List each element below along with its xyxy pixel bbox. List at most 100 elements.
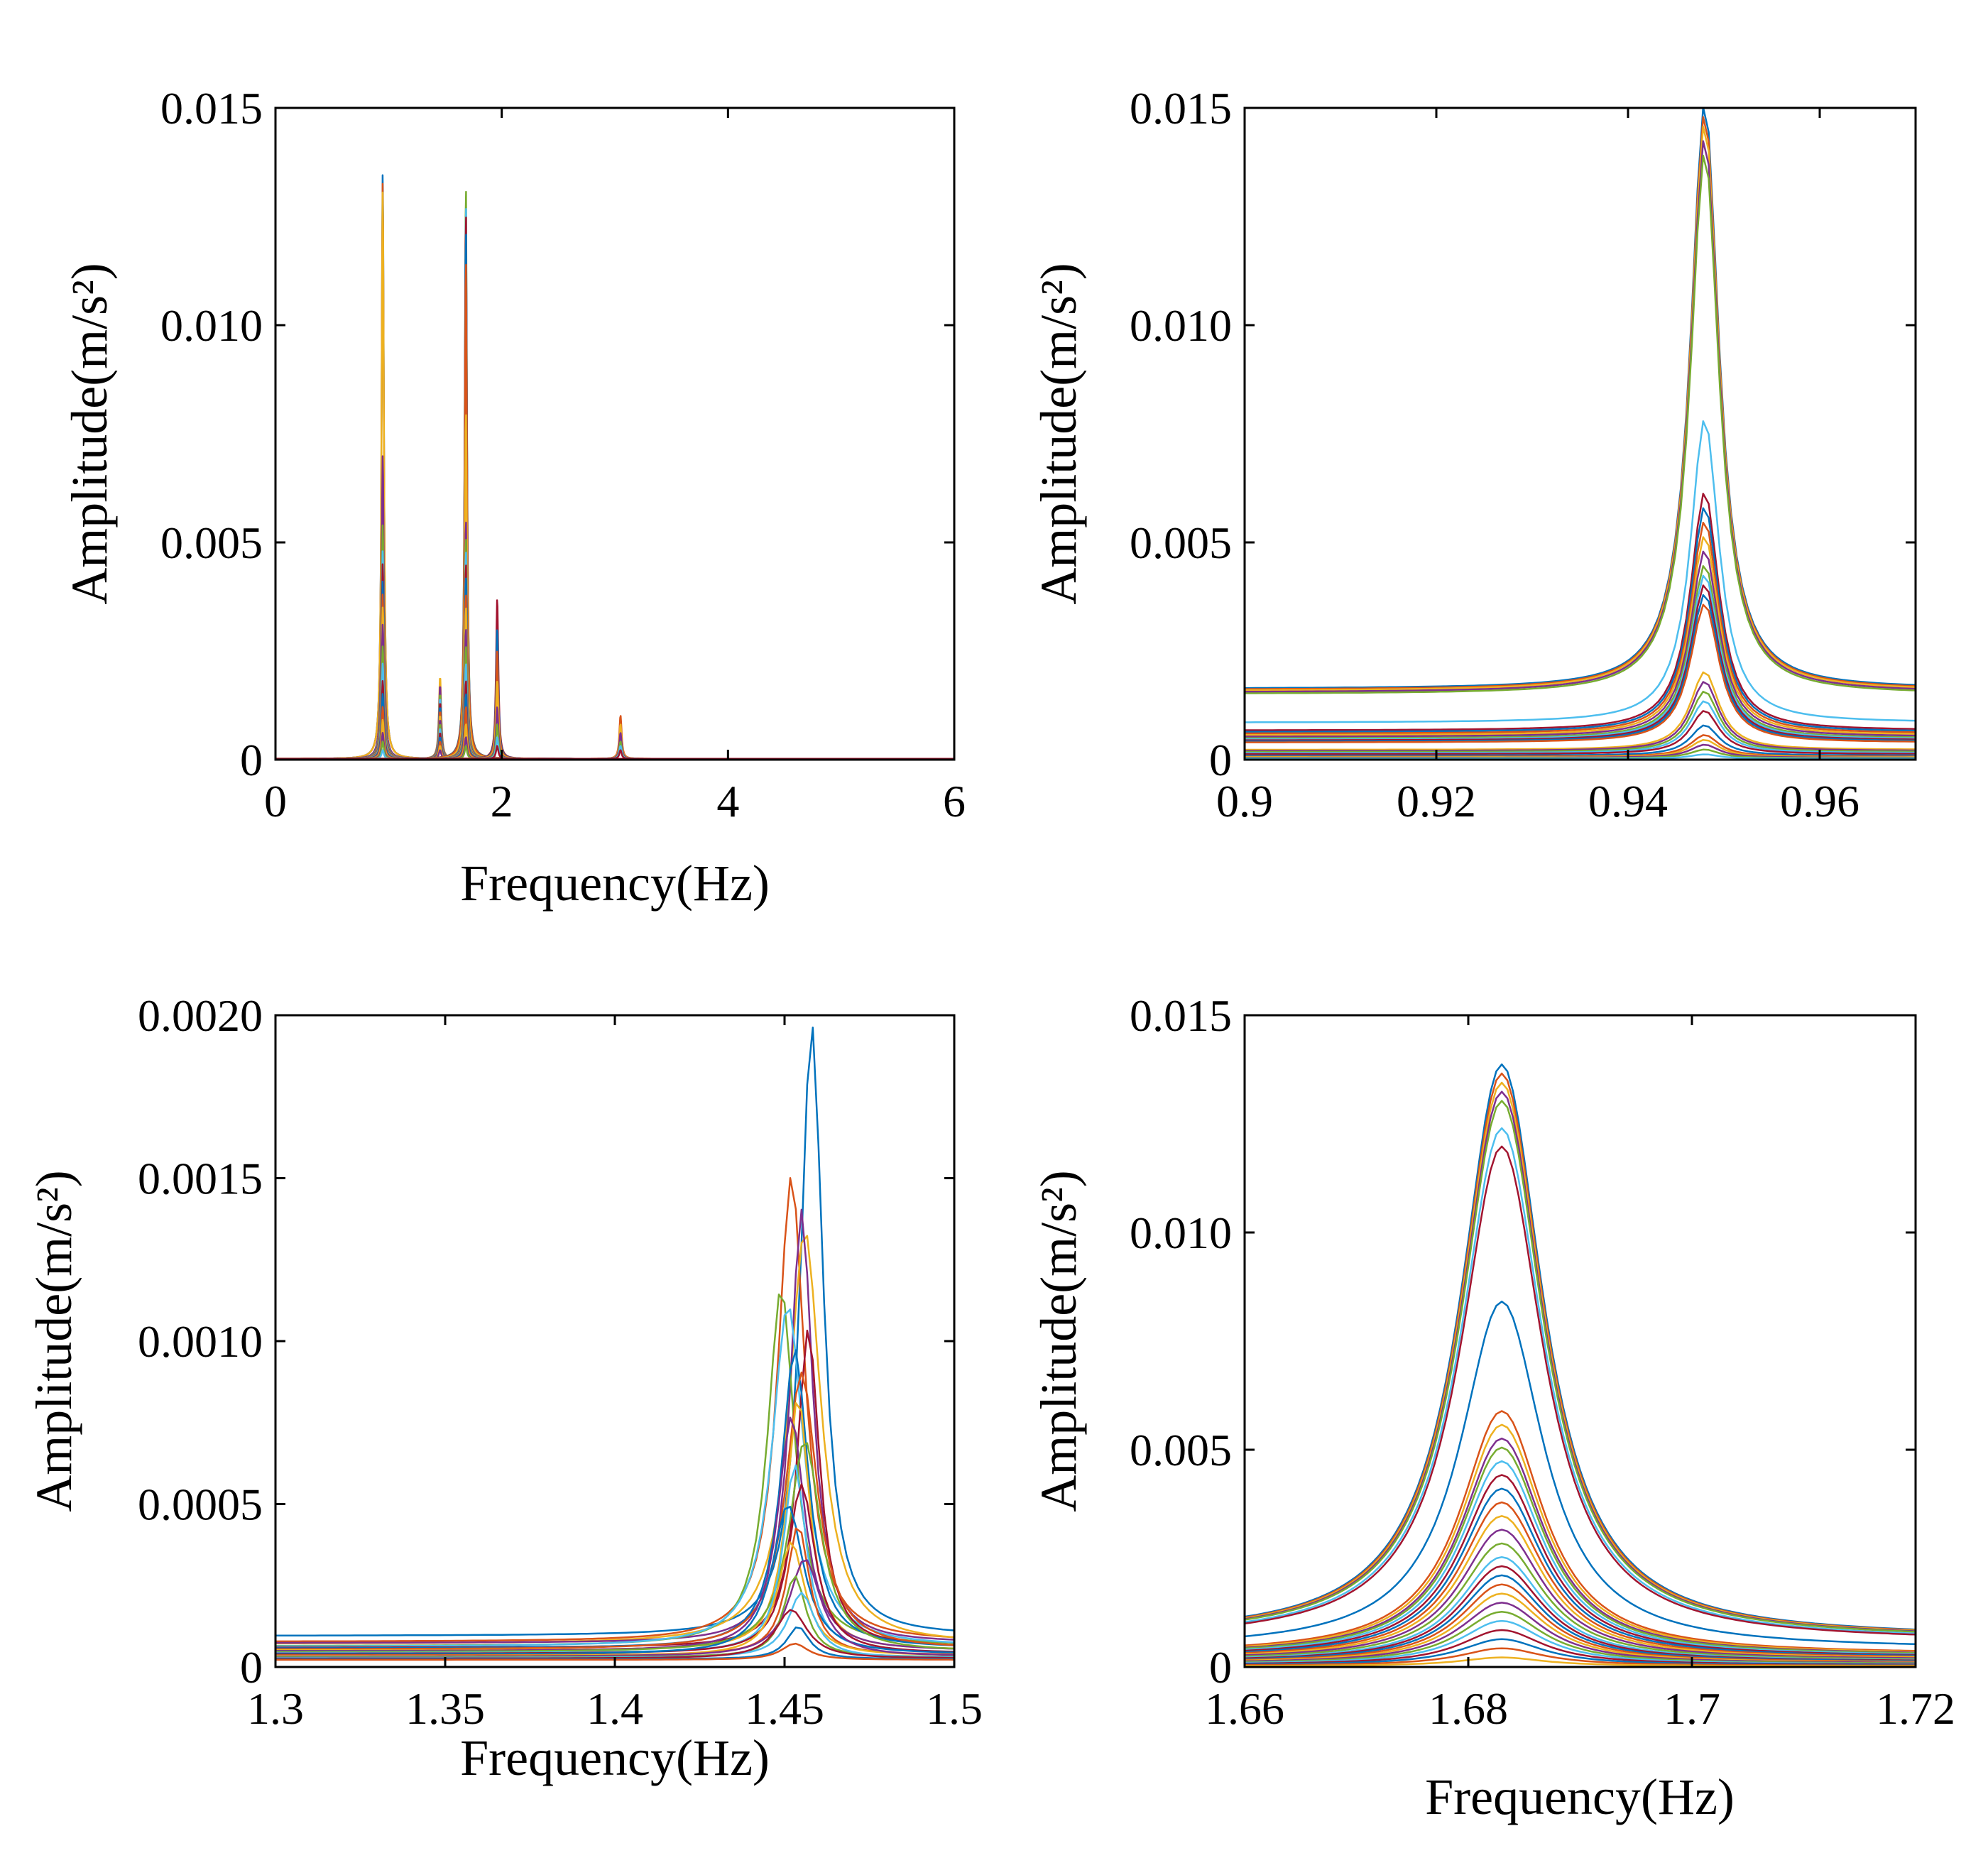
series-line bbox=[1245, 690, 1916, 753]
series-line bbox=[1245, 710, 1916, 755]
series-line bbox=[1245, 116, 1916, 690]
y-tick-label: 0.015 bbox=[1130, 83, 1232, 133]
series-line bbox=[275, 1027, 954, 1637]
y-tick-label: 0.0010 bbox=[138, 1316, 263, 1367]
series-line bbox=[1245, 521, 1916, 735]
series-group bbox=[1245, 1063, 1916, 1667]
series-line bbox=[1245, 536, 1916, 736]
series-line bbox=[1245, 154, 1916, 694]
y-tick-label: 0 bbox=[240, 735, 263, 785]
series-line bbox=[1245, 1145, 1916, 1636]
y-tick-label: 0.0015 bbox=[138, 1154, 263, 1204]
series-line bbox=[1245, 1100, 1916, 1633]
x-tick-label: 6 bbox=[943, 776, 966, 826]
x-tick-label: 1.68 bbox=[1429, 1683, 1508, 1734]
series-line bbox=[1245, 108, 1916, 689]
tick-marks bbox=[1243, 106, 1916, 761]
series-line bbox=[1245, 671, 1916, 751]
series-line bbox=[1245, 603, 1916, 743]
series-line bbox=[275, 1308, 954, 1648]
series-line bbox=[1245, 140, 1916, 693]
y-axis-label: Amplitude(m/s²) bbox=[1030, 263, 1087, 605]
y-tick-label: 0.010 bbox=[1130, 300, 1232, 351]
x-tick-label: 1.45 bbox=[745, 1683, 824, 1734]
y-tick-label: 0.005 bbox=[1130, 518, 1232, 568]
x-tick-labels: 0 2 4 6 bbox=[264, 776, 966, 826]
y-tick-label: 0.0005 bbox=[138, 1480, 263, 1530]
x-tick-label: 2 bbox=[491, 776, 513, 826]
y-tick-label: 0 bbox=[1209, 1642, 1232, 1693]
x-axis-label: Frequency(Hz) bbox=[460, 855, 770, 912]
series-line bbox=[1245, 1460, 1916, 1655]
series-line bbox=[1245, 1656, 1916, 1667]
y-axis-label: Amplitude(m/s²) bbox=[1030, 1170, 1087, 1512]
x-tick-label: 0.96 bbox=[1780, 776, 1859, 826]
y-tick-label: 0.010 bbox=[160, 300, 263, 351]
series-line bbox=[275, 1505, 954, 1656]
y-tick-label: 0.0020 bbox=[138, 990, 263, 1041]
series-line bbox=[1245, 594, 1916, 743]
series-line bbox=[1245, 1410, 1916, 1652]
series-line bbox=[1245, 1542, 1916, 1660]
x-axis-label: Frequency(Hz) bbox=[460, 1729, 770, 1786]
series-group bbox=[1245, 108, 1916, 760]
series-line bbox=[1245, 1301, 1916, 1646]
tick-marks bbox=[274, 106, 956, 761]
tick-marks bbox=[274, 1014, 956, 1668]
x-tick-label: 1.66 bbox=[1205, 1683, 1284, 1734]
series-line bbox=[1245, 574, 1916, 740]
tick-marks bbox=[1243, 1014, 1917, 1668]
series-line bbox=[1245, 565, 1916, 739]
series-line bbox=[1245, 420, 1916, 723]
x-axis-label: Frequency(Hz) bbox=[1425, 1769, 1735, 1825]
series-line bbox=[1245, 1529, 1916, 1659]
series-line bbox=[275, 1371, 954, 1650]
series-line bbox=[1245, 550, 1916, 738]
x-tick-labels: 1.3 1.35 1.4 1.45 1.5 bbox=[247, 1683, 983, 1734]
x-tick-labels: 0.9 0.92 0.94 0.96 bbox=[1216, 776, 1859, 826]
series-line bbox=[1245, 1487, 1916, 1657]
x-tick-label: 1.35 bbox=[405, 1683, 485, 1734]
y-axis-label: Amplitude(m/s²) bbox=[26, 1170, 82, 1512]
series-line bbox=[1245, 1515, 1916, 1658]
y-tick-label: 0.015 bbox=[1130, 990, 1232, 1041]
x-tick-label: 4 bbox=[716, 776, 739, 826]
x-tick-label: 1.5 bbox=[926, 1683, 983, 1734]
series-line bbox=[1245, 584, 1916, 741]
series-line bbox=[1245, 1127, 1916, 1635]
x-tick-label: 1.72 bbox=[1876, 1683, 1955, 1734]
series-line bbox=[1245, 126, 1916, 691]
x-tick-label: 0.92 bbox=[1397, 776, 1476, 826]
series-line bbox=[1245, 1501, 1916, 1658]
x-tick-label: 1.7 bbox=[1664, 1683, 1720, 1734]
panel-top-left: 0 2 4 6 0 0.005 0.010 0.015 Frequency(Hz) Ampl… bbox=[61, 83, 966, 912]
series-line bbox=[1245, 681, 1916, 752]
series-line bbox=[1245, 1423, 1916, 1653]
y-tick-label: 0.005 bbox=[1130, 1425, 1232, 1475]
panel-bottom-left: 1.3 1.35 1.4 1.45 1.5 0 0.0005 0.0010 0.0015 0.0… bbox=[26, 990, 983, 1786]
series-line bbox=[1245, 724, 1916, 757]
y-tick-label: 0.015 bbox=[160, 83, 263, 133]
axes-box bbox=[274, 106, 956, 761]
x-tick-label: 0.9 bbox=[1216, 776, 1273, 826]
y-tick-labels: 0 0.005 0.010 0.015 bbox=[1130, 990, 1232, 1693]
x-tick-label: 1.3 bbox=[247, 1683, 304, 1734]
series-line bbox=[1245, 493, 1916, 731]
panel-top-right: 0.9 0.92 0.94 0.96 0 0.005 0.010 0.015 Amplitu… bbox=[1030, 83, 1917, 826]
y-tick-label: 0.010 bbox=[1130, 1208, 1232, 1258]
axes-box bbox=[1243, 106, 1917, 761]
y-axis-label: Amplitude(m/s²) bbox=[61, 263, 118, 605]
panel-bottom-right: 1.66 1.68 1.7 1.72 0 0.005 0.010 0.015 Frequen… bbox=[1030, 990, 1955, 1825]
axes-box bbox=[1243, 1014, 1917, 1668]
series-line bbox=[275, 1442, 954, 1653]
x-tick-labels: 1.66 1.68 1.7 1.72 bbox=[1205, 1683, 1955, 1734]
y-tick-labels: 0 0.0005 0.0010 0.0015 0.0020 bbox=[138, 990, 263, 1693]
y-tick-label: 0.005 bbox=[160, 518, 263, 568]
y-tick-labels: 0 0.005 0.010 0.015 bbox=[1130, 83, 1232, 785]
series-line bbox=[1245, 1446, 1916, 1654]
series-line bbox=[1245, 700, 1916, 754]
x-tick-label: 1.4 bbox=[586, 1683, 643, 1734]
x-tick-label: 0.94 bbox=[1588, 776, 1668, 826]
